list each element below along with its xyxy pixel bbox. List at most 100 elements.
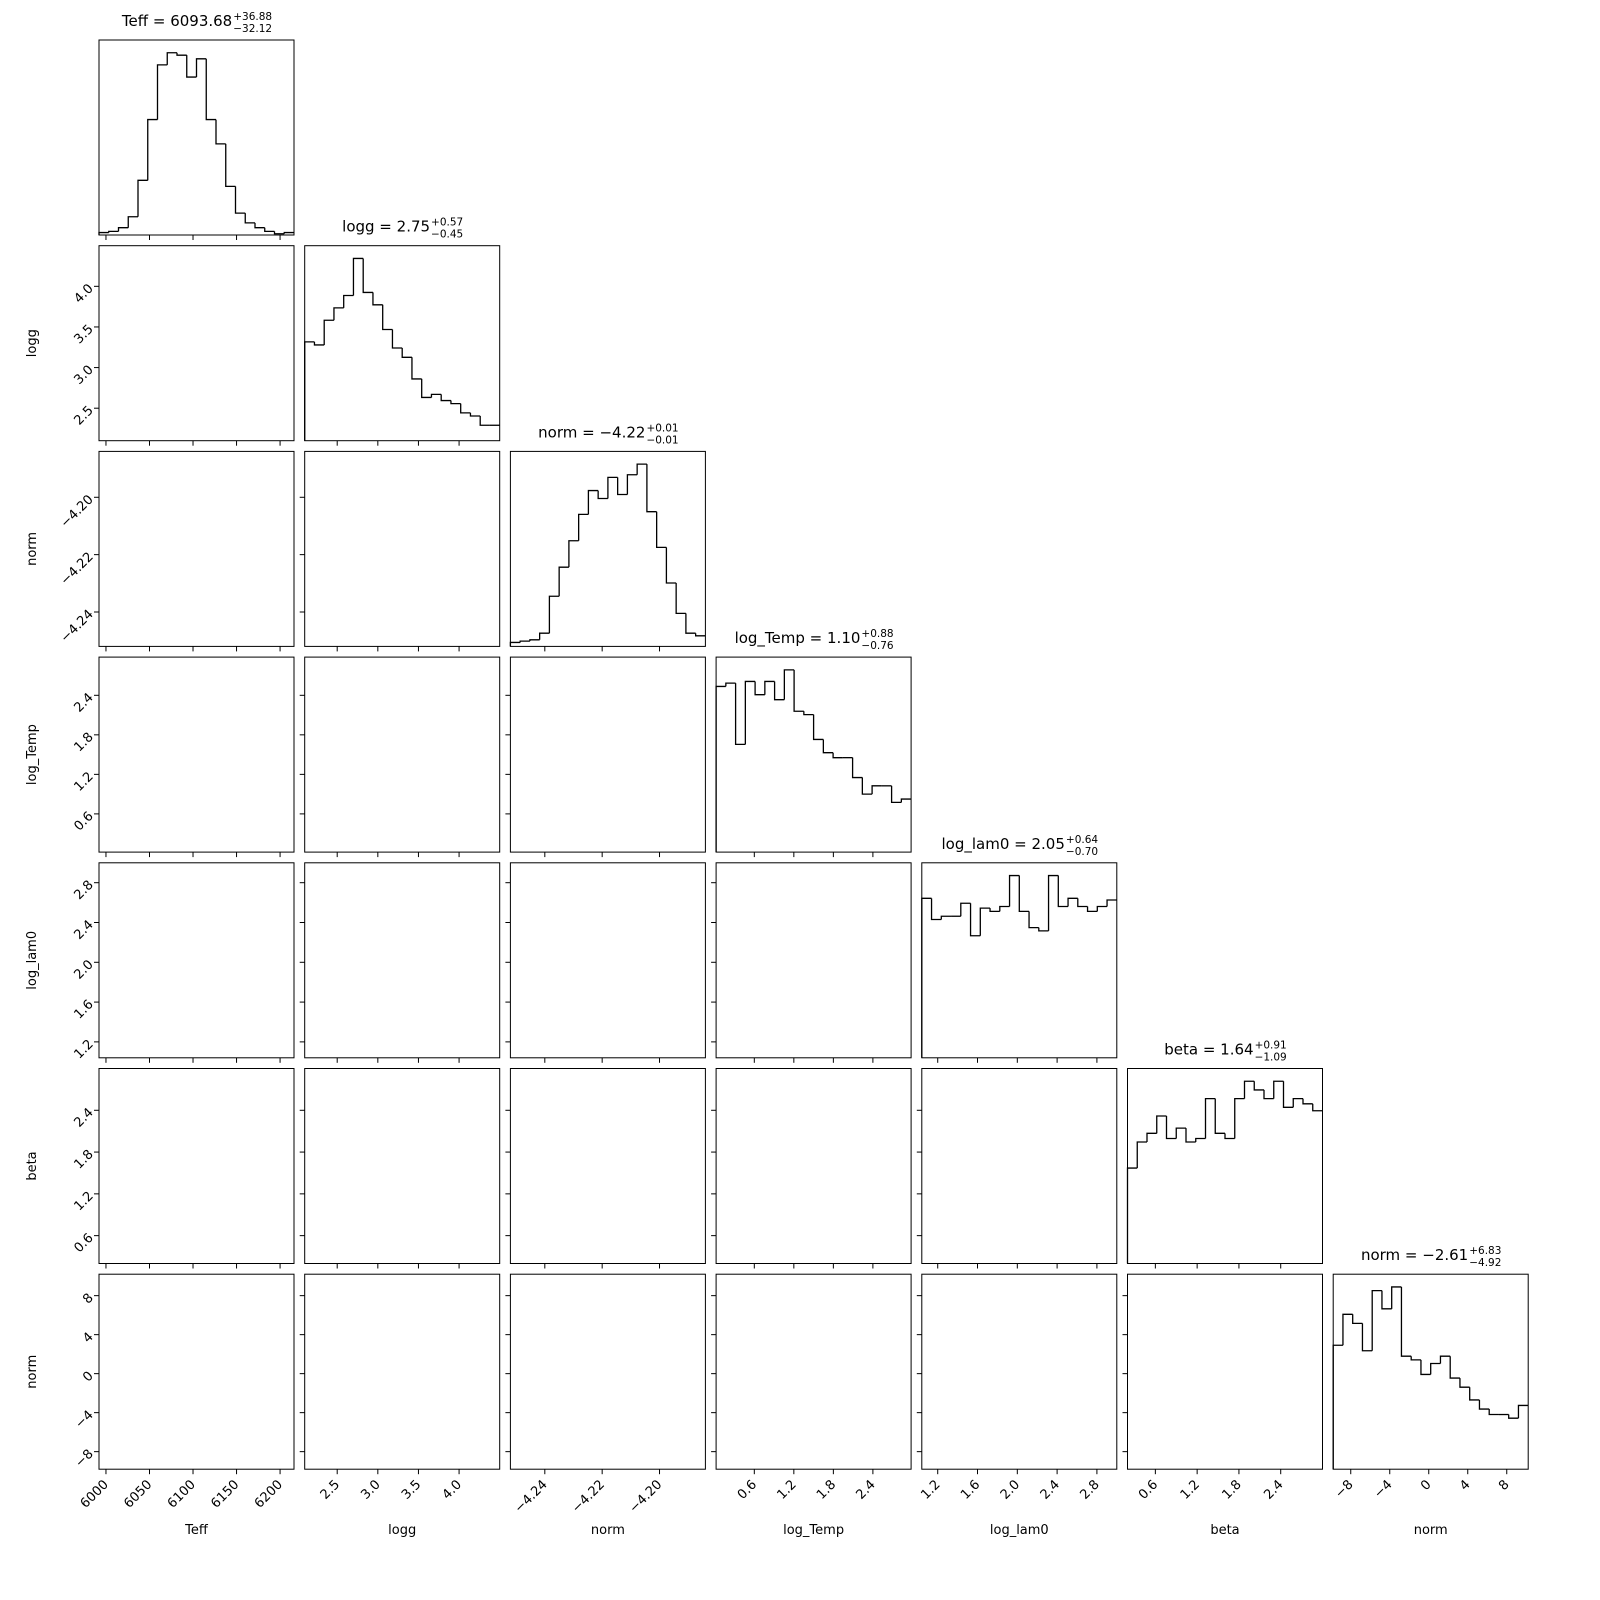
x-tick-label: 2.0 <box>998 1477 1023 1502</box>
panel-title: beta = 1.64 <box>1164 1041 1253 1059</box>
histogram-step <box>479 415 490 426</box>
y-tick-label: 1.6 <box>71 997 96 1022</box>
histogram-step <box>1302 1098 1313 1105</box>
title-upper: +0.01 <box>646 422 678 434</box>
title-main: beta = 1.64 <box>1164 1041 1253 1059</box>
histogram-step <box>1439 1355 1451 1364</box>
x-axis-label: Teff <box>184 1523 209 1538</box>
x-tick-label: 4 <box>1457 1477 1473 1493</box>
histogram-step <box>1469 1387 1480 1401</box>
x-tick-label: −8 <box>1332 1477 1356 1501</box>
histogram-step <box>803 711 814 716</box>
panel-frame <box>1127 1068 1323 1264</box>
histogram-step <box>617 477 628 496</box>
y-axis-label: beta <box>25 1151 40 1180</box>
y-axis-label: norm <box>25 1355 40 1389</box>
histogram-step <box>832 752 843 759</box>
histogram-step <box>1273 1080 1284 1099</box>
histogram-step <box>1057 875 1069 908</box>
histogram-step <box>1420 1359 1431 1376</box>
histogram-step <box>421 378 432 399</box>
histogram-step <box>440 394 451 402</box>
panel-title: norm = −4.22 <box>538 423 645 441</box>
histogram-step <box>930 898 942 921</box>
histogram-step <box>195 58 207 78</box>
x-axis-label: log_lam0 <box>990 1523 1049 1538</box>
panel-title: log_Temp = 1.10 <box>735 629 861 648</box>
histogram-step <box>1214 1098 1225 1134</box>
histogram-step <box>1371 1289 1382 1351</box>
panel-frame <box>304 1068 501 1264</box>
histogram-step <box>890 785 902 804</box>
histogram-step <box>117 227 129 232</box>
y-tick-label: 0.6 <box>71 809 96 834</box>
title-main: Teff = 6093.68 <box>121 12 232 30</box>
y-tick-label: 1.8 <box>71 1147 96 1172</box>
histogram-step <box>1126 1167 1138 1264</box>
histogram-step <box>372 292 383 306</box>
histogram-step <box>137 179 148 217</box>
histogram-step <box>450 400 461 405</box>
histogram-step <box>343 294 354 308</box>
title-upper: +0.64 <box>1066 834 1098 846</box>
x-tick-label: 1.6 <box>958 1477 983 1502</box>
histogram-step <box>234 186 246 214</box>
panel-frame <box>715 862 912 1059</box>
x-tick-label: 3.5 <box>399 1477 424 1502</box>
histogram-step <box>509 641 521 647</box>
histogram-step <box>469 412 481 417</box>
histogram-step <box>754 681 765 696</box>
histogram-step <box>1165 1115 1177 1140</box>
histogram-step <box>147 118 158 181</box>
x-tick-label: 4.0 <box>440 1477 465 1502</box>
y-tick-label: 3.5 <box>71 322 96 347</box>
panel-frame <box>98 450 295 647</box>
histogram-step <box>773 681 785 701</box>
title-main: norm = −2.61 <box>1361 1246 1468 1264</box>
title-main: log_Temp = 1.10 <box>735 629 861 648</box>
y-tick-label: −4 <box>72 1408 96 1432</box>
histogram-step <box>430 393 442 398</box>
histogram-step <box>999 905 1010 912</box>
histogram-step <box>529 639 540 642</box>
histogram-step <box>411 357 422 380</box>
x-axis-label: beta <box>1210 1523 1239 1538</box>
title-lower: −0.76 <box>861 640 893 652</box>
x-axis-label: norm <box>1414 1523 1448 1538</box>
y-tick-label: 1.2 <box>71 1037 96 1062</box>
histogram-step <box>1478 1399 1490 1410</box>
histogram-step <box>744 680 756 745</box>
panel-frame <box>509 1068 706 1264</box>
x-tick-label: 8 <box>1496 1477 1512 1493</box>
histogram-step <box>176 52 187 56</box>
histogram-step <box>1508 1414 1519 1419</box>
histogram-step <box>391 329 403 349</box>
y-tick-label: −4.22 <box>58 550 97 589</box>
histogram-step <box>940 915 952 920</box>
histogram-step <box>362 258 373 294</box>
histogram-step <box>636 463 647 475</box>
y-tick-label: −8 <box>72 1447 96 1471</box>
x-axis-label: logg <box>388 1523 416 1538</box>
histogram-step <box>812 714 824 741</box>
x-tick-label: 2.4 <box>1261 1477 1286 1502</box>
x-tick-label: 1.8 <box>1220 1477 1245 1502</box>
y-tick-label: 0 <box>80 1369 96 1385</box>
histogram-step <box>1204 1097 1216 1139</box>
x-tick-label: 3.0 <box>358 1477 383 1502</box>
y-axis-label: logg <box>25 329 40 357</box>
histogram-step <box>921 897 932 1058</box>
x-tick-label: −4.24 <box>512 1477 551 1516</box>
panel-frame <box>304 450 501 647</box>
histogram-step <box>1332 1344 1343 1470</box>
y-tick-label: 1.2 <box>71 1189 96 1214</box>
histogram-step <box>1008 874 1020 907</box>
title-lower: −0.45 <box>431 229 463 241</box>
histogram-step <box>1136 1141 1147 1169</box>
histogram-step <box>323 319 334 345</box>
histogram-step <box>1352 1314 1363 1325</box>
title-lower: −0.01 <box>646 434 678 446</box>
histogram-step <box>695 633 706 637</box>
histogram-step <box>568 540 579 568</box>
